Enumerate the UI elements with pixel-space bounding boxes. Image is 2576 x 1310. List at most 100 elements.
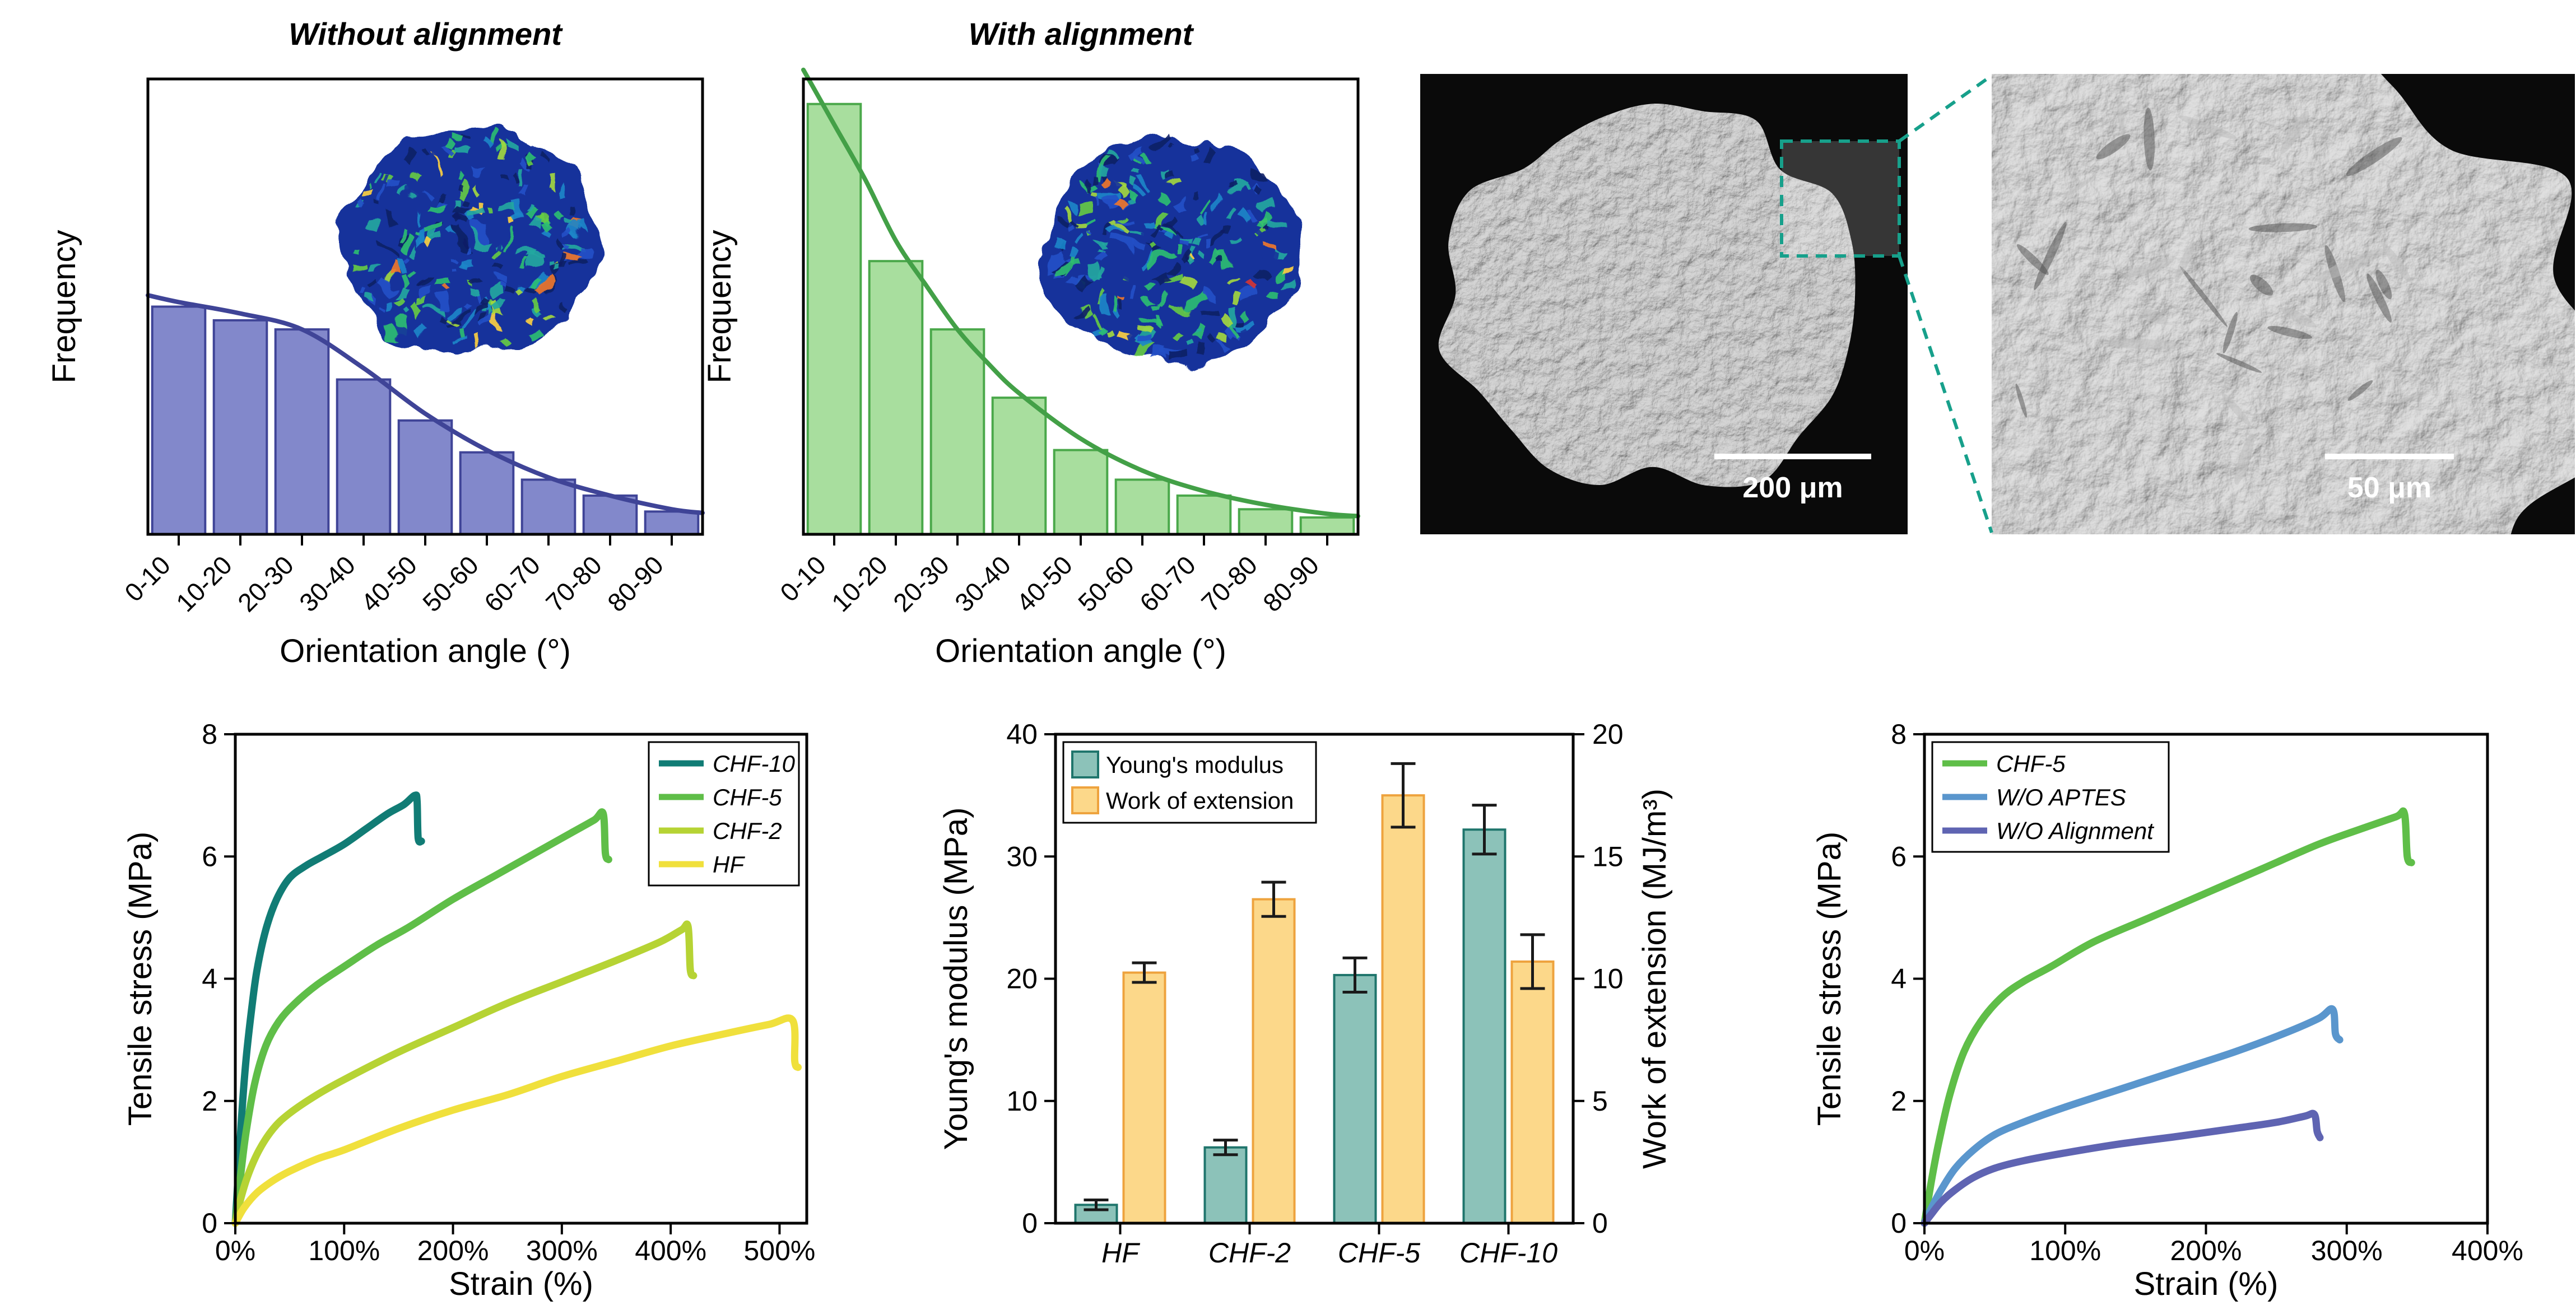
fiber-speckle [1239,287,1259,301]
x-tick-label: 100% [2029,1235,2101,1266]
fiber-speckle [1253,187,1263,195]
fiber-speckle [1173,197,1187,211]
fiber-speckle [1174,236,1186,246]
platelet [2117,95,2125,136]
fiber-speckle [356,189,375,198]
category-label: CHF-5 [1338,1237,1420,1269]
fiber-speckle [1066,202,1075,211]
fiber-speckle [368,279,378,288]
fiber-speckle [412,207,421,225]
fiber-speckle [402,304,410,313]
fiber-speckle [1193,332,1199,337]
fiber-speckle [1163,264,1175,277]
y-axis-label: Frequency [701,230,738,383]
fiber-speckle [492,283,504,291]
fiber-speckle [378,277,396,292]
bar [1510,960,1555,1224]
hist-bar [644,510,700,535]
series-line [231,1014,802,1227]
fiber-speckle [474,182,483,194]
fiber-speckle [495,318,505,335]
platelet [2015,383,2028,418]
fiber-speckle [434,265,445,277]
orientation-histogram-without: 0-1010-2020-3030-4040-5050-6060-7070-808… [46,77,705,669]
histogram-with-title: With alignment [968,16,1193,52]
fiber-speckle [1249,171,1269,183]
y-tick-label: 4 [202,963,217,995]
x-axis-label: Strain (%) [449,1266,593,1302]
fiber-speckle [497,174,506,182]
stress-strain-chf: 0% 100% 200% 300% 400% 500% 0 2 4 6 8 Strain (%) Ten… [122,719,815,1302]
fiber-speckle [484,130,496,146]
fiber-speckle [1175,229,1182,234]
fiber-speckle [534,297,547,315]
y-axis-label: Tensile stress (MPa) [1811,832,1848,1126]
fiber-speckle [1121,297,1128,309]
hist-bar [1299,516,1355,536]
x-tick-label: 20-30 [232,550,299,617]
fiber-speckle [1197,290,1215,303]
x-tick-label: 200% [2170,1235,2242,1266]
fiber-speckle [550,236,564,254]
fiber-speckle [1102,266,1112,275]
platelet [2124,258,2174,278]
series-line [231,791,425,1227]
fiber-speckle [1173,304,1191,315]
fiber-speckle [1090,213,1102,225]
fiber-speckle [1259,245,1271,253]
fiber-speckle [502,338,510,348]
y-axis-label-right: Work of extension (MJ/m³) [1636,789,1673,1169]
platelet [2249,274,2273,296]
fiber-speckle [365,263,373,269]
y-tick-label: 30 [1006,841,1038,872]
fiber-speckle [1204,207,1211,218]
fiber-speckle [1065,222,1075,230]
fiber-speckle [457,304,465,313]
platelet [2178,115,2238,139]
fiber-speckle [1103,155,1124,170]
series-line [231,920,698,1227]
fiber-speckle [1065,248,1078,261]
scale-bar [1714,454,1871,459]
fiber-speckle [523,249,536,255]
x-tick-label: 300% [2311,1235,2383,1266]
legend-label: CHF-5 [1996,750,2066,777]
fiber-speckle [404,265,413,276]
fiber-speckle [1213,197,1224,208]
y-tick-label: 40 [1006,719,1038,750]
y-tick-label: 2 [1891,1085,1907,1117]
fiber-speckle [1075,307,1087,318]
y-tick-label: 0 [1022,1208,1038,1239]
legend-label: CHF-10 [713,750,796,777]
fiber-speckle [1244,311,1263,319]
fiber-speckle [452,198,462,211]
fiber-speckle [1139,232,1149,247]
fiber-speckle [1075,279,1091,293]
fiber-cross-section [1438,104,1856,487]
fiber-speckle [435,281,454,291]
orientation-histogram-with: 0-1010-2020-3030-4040-5050-6060-7070-808… [701,67,1360,669]
fiber-speckle [1048,239,1064,250]
fiber-speckle [1171,249,1189,267]
fiber-speckle [1173,144,1178,151]
hist-bar [520,478,576,535]
fiber-speckle [1258,211,1276,227]
fiber-speckle [500,139,518,153]
fiber-speckle [1113,297,1122,313]
fiber-speckle [507,274,514,280]
platelet [2221,392,2251,426]
platelet [2140,309,2168,324]
fiber-speckle [1124,337,1134,347]
y-axis-label: Frequency [46,230,82,383]
fiber-speckle [1179,257,1191,268]
fiber-speckle [1121,296,1132,300]
x-tick-label: 0-10 [774,550,831,607]
fiber-speckle [1185,188,1193,195]
x-tick-label: 10-20 [826,550,893,617]
histogram-without-title: Without alignment [289,16,562,52]
fiber-speckle [450,230,459,238]
fiber-speckle [1158,222,1166,231]
fiber-speckle [1166,352,1185,365]
fiber-speckle [536,227,546,237]
fiber-speckle [384,215,390,225]
